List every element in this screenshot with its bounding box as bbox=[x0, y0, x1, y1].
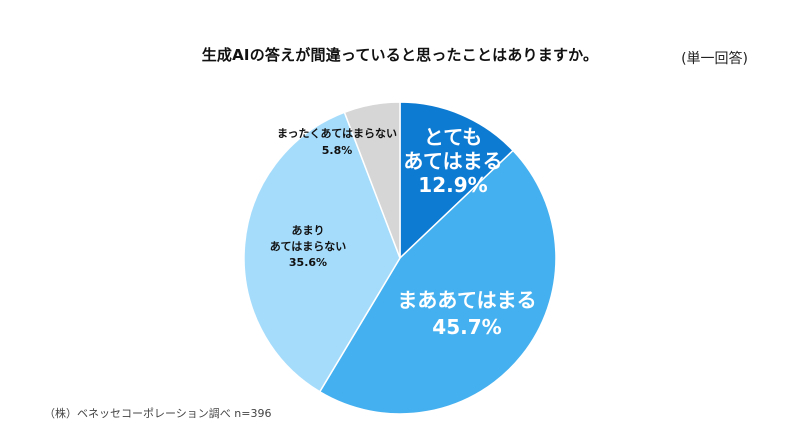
slice-category-label-2: あてはまらない bbox=[270, 240, 347, 253]
slice-category-label-1: まああてはまる bbox=[397, 288, 536, 312]
pie-slice-0 bbox=[399, 101, 515, 260]
slice-value-label-2: 35.6% bbox=[289, 256, 327, 269]
pie-slice-3 bbox=[343, 101, 401, 259]
slice-value-label-0: 12.9% bbox=[418, 173, 487, 197]
slice-category-label-3: まったくあてはまらない bbox=[277, 127, 397, 140]
pie-slices bbox=[243, 101, 557, 415]
slice-category-label-0: とても bbox=[424, 125, 482, 149]
chart-title: 生成AIの答えが間違っていると思ったことはありますか。 bbox=[201, 46, 599, 64]
slice-category-label-0: あてはまる bbox=[403, 149, 502, 173]
slice-category-label-2: あまり bbox=[292, 224, 325, 237]
pie-slice-2 bbox=[243, 111, 401, 393]
slice-value-label-1: 45.7% bbox=[432, 315, 501, 339]
slice-value-label-3: 5.8% bbox=[322, 144, 353, 157]
answer-type-note: (単一回答) bbox=[681, 51, 748, 67]
pie-slice-1 bbox=[318, 149, 557, 415]
source-note: （株）ベネッセコーポレーション調べ n=396 bbox=[44, 407, 272, 420]
